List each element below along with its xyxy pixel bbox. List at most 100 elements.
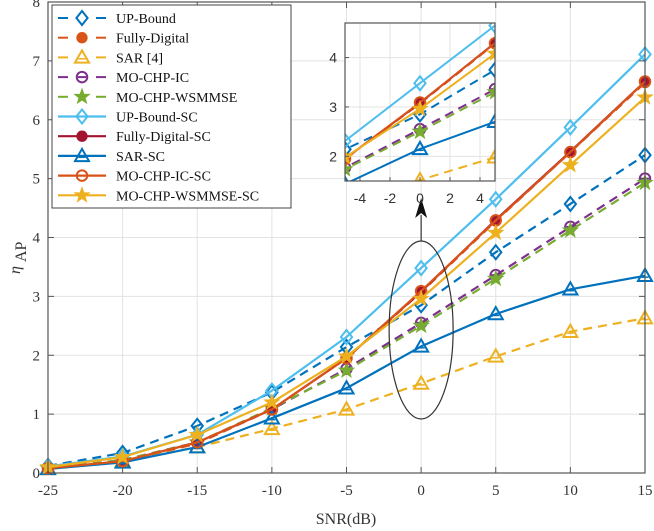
data-point-sar-sc (411, 139, 429, 156)
legend-label: MO-CHP-IC (116, 71, 189, 86)
series-line-up-bound (345, 68, 495, 151)
data-point-up-bound (488, 243, 503, 261)
data-point-mo-chp-wsmmse (486, 269, 505, 287)
data-point-up-bound (488, 61, 495, 79)
inset-y-tick-label: 2 (329, 148, 337, 164)
x-tick-label: 0 (417, 483, 425, 499)
y-tick-label: 7 (33, 54, 41, 70)
data-point-mo-chp-wsmmse-sc (411, 99, 429, 117)
data-point-up-bound-sc (563, 118, 578, 137)
legend: UP-Bound Fully-Digital SAR [4] MO-CHP-IC MO-… (51, 4, 292, 209)
legend-marker (73, 186, 91, 203)
legend-marker (75, 9, 89, 27)
legend-label: SAR-SC (116, 150, 165, 165)
data-point-mo-chp-wsmmse (345, 160, 354, 177)
series-sar-sc (345, 112, 495, 181)
data-point-mo-chp-wsmmse (411, 122, 429, 140)
data-point-up-bound (345, 140, 352, 159)
y-axis-label-main: η (7, 266, 24, 274)
legend-label: MO-CHP-IC-SC (116, 170, 211, 185)
y-tick-label: 6 (33, 113, 41, 129)
data-point-mo-chp-ic-sc (488, 36, 495, 50)
legend-item-mo-chp-ic: MO-CHP-IC (58, 70, 189, 86)
x-tick-label: -25 (38, 483, 58, 499)
y-tick-label: 2 (33, 348, 41, 364)
x-tick-label: 15 (638, 483, 653, 499)
legend-label: MO-CHP-WSMMSE-SC (116, 189, 259, 204)
y-tick-label: 0 (33, 466, 41, 482)
data-point-sar-4 (561, 322, 580, 338)
inset-x-tick-label: 2 (446, 190, 454, 206)
legend-marker (73, 48, 91, 64)
data-point-mo-chp-wsmmse (337, 361, 356, 378)
data-point-sar-4 (414, 170, 426, 181)
data-point-mo-chp-wsmmse-sc (412, 289, 430, 307)
inset-x-tick-label: -4 (354, 190, 367, 206)
legend-label: UP-Bound (116, 12, 176, 27)
legend-marker (76, 32, 88, 44)
data-point-sar-4 (487, 347, 505, 363)
y-tick-label: 3 (33, 289, 41, 305)
legend-item-fully-digital: Fully-Digital (58, 32, 189, 47)
data-point-mo-chp-wsmmse-sc (263, 393, 281, 410)
data-point-sar-4 (263, 419, 281, 436)
legend-label: UP-Bound-SC (116, 111, 198, 126)
series-mo-chp-wsmmse-sc (39, 88, 654, 475)
x-axis-label: SNR(dB) (316, 511, 376, 528)
inset-plot: -4 -2 0 2 4 2 3 4 (329, 22, 496, 206)
legend-item-sar-4: SAR [4] (58, 48, 163, 66)
inset-x-tick-label: -2 (384, 190, 397, 206)
data-point-mo-chp-wsmmse-sc (561, 155, 580, 173)
y-tick-label: 4 (33, 231, 41, 247)
series-mo-chp-wsmmse (345, 82, 495, 177)
data-point-sar-sc (486, 112, 495, 128)
x-tick-label: 5 (492, 483, 500, 499)
data-point-sar-4 (337, 400, 356, 416)
legend-label: Fully-Digital-SC (116, 130, 211, 145)
legend-item-sar-sc: SAR-SC (58, 146, 165, 165)
inset-x-tick-label: 0 (416, 190, 424, 206)
data-point-up-bound-sc (413, 74, 427, 92)
legend-item-mo-chp-wsmmse: MO-CHP-WSMMSE (58, 87, 237, 106)
y-tick-label: 8 (33, 0, 41, 11)
data-point-sar-sc (487, 305, 505, 321)
data-point-mo-chp-ic-sc (345, 152, 352, 166)
x-tick-label: -5 (340, 483, 353, 499)
zoom-arrow-head (415, 198, 428, 218)
legend-label: SAR [4] (116, 51, 163, 66)
data-point-sar-4 (486, 148, 495, 164)
legend-marker (75, 107, 89, 126)
data-point-mo-chp-wsmmse (486, 82, 495, 100)
inset-y-tick-label: 4 (329, 50, 337, 66)
x-tick-label: -10 (262, 483, 282, 499)
series-line-sar-4 (47, 317, 646, 470)
data-point-up-bound-sc (339, 328, 354, 346)
legend-label: MO-CHP-WSMMSE (116, 91, 237, 106)
y-tick-label: 5 (33, 172, 41, 188)
legend-box (51, 4, 292, 209)
legend-item-fully-digital-sc: Fully-Digital-SC (58, 130, 211, 145)
data-point-mo-chp-wsmmse-sc (188, 425, 207, 443)
legend-item-mo-chp-ic-sc: MO-CHP-IC-SC (58, 169, 211, 185)
y-axis-label-subscript: AP (13, 241, 30, 262)
data-point-mo-chp-wsmmse-sc (487, 223, 505, 241)
data-point-sar-sc (412, 337, 430, 353)
data-point-mo-chp-wsmmse-sc (486, 44, 495, 61)
series-line-up-bound-sc (345, 24, 495, 143)
data-point-mo-chp-wsmmse (561, 221, 580, 238)
legend-marker (73, 146, 91, 163)
legend-marker (76, 130, 88, 142)
zoom-annotation (388, 198, 454, 420)
data-point-up-bound-sc (488, 190, 503, 208)
data-point-up-bound-sc (345, 132, 352, 150)
data-point-sar-4 (412, 374, 430, 390)
data-point-sar-sc (263, 409, 281, 425)
inset-x-tick-label: 4 (476, 190, 484, 206)
x-tick-label: 10 (563, 483, 578, 499)
series-line-sar-sc (47, 274, 646, 470)
y-tick-label: 1 (33, 407, 41, 423)
data-point-sar-sc (561, 280, 580, 296)
legend-marker (75, 70, 89, 84)
